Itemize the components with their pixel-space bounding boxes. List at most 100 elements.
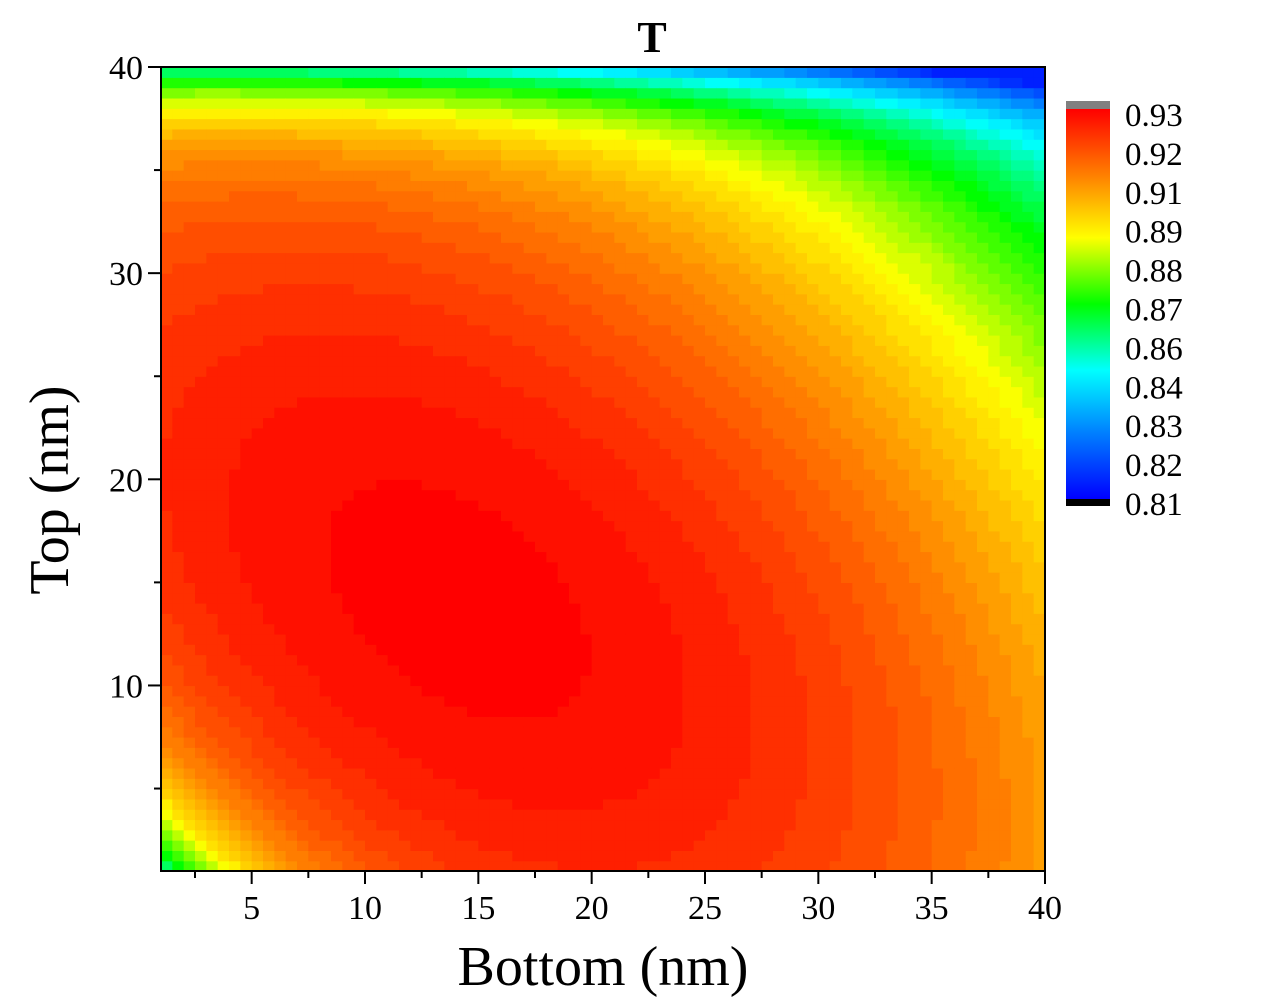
heat-cell — [331, 757, 343, 769]
heat-cell — [342, 335, 355, 346]
heat-cell — [217, 561, 230, 573]
heat-cell — [399, 170, 411, 181]
heat-cell — [172, 365, 185, 377]
heat-cell — [353, 262, 366, 274]
heat-cell — [421, 293, 434, 305]
heat-cell — [353, 139, 366, 151]
heat-cell — [818, 201, 831, 212]
heat-cell — [818, 293, 831, 305]
heat-cell — [342, 97, 355, 109]
heat-cell — [376, 458, 389, 470]
heat-cell — [829, 242, 842, 254]
heat-cell — [297, 190, 309, 202]
heat-cell — [682, 706, 695, 717]
heat-cell — [195, 149, 207, 161]
heat-cell — [444, 190, 457, 202]
heat-cell — [546, 706, 559, 717]
heat-cell — [523, 345, 536, 357]
heat-cell — [875, 850, 887, 862]
heat-cell — [263, 633, 275, 645]
heat-cell — [829, 283, 842, 295]
heat-cell — [421, 633, 434, 645]
heat-cell — [161, 685, 173, 697]
heat-cell — [251, 850, 264, 862]
heat-cell — [501, 77, 513, 89]
heat-cell — [365, 798, 377, 810]
heat-cell — [863, 201, 876, 212]
heat-cell — [693, 788, 706, 800]
heat-cell — [421, 438, 434, 449]
heat-cell — [659, 345, 672, 357]
heat-cell — [297, 324, 309, 336]
heat-cell — [331, 365, 343, 377]
heat-cell — [841, 469, 853, 480]
heat-cell — [523, 695, 536, 707]
heat-cell — [331, 479, 343, 491]
heat-cell — [308, 427, 321, 439]
heat-cell — [693, 850, 706, 862]
heat-cell — [478, 242, 491, 254]
heat-cell — [444, 231, 457, 243]
heat-cell — [795, 201, 808, 212]
heat-cell — [410, 603, 423, 614]
heat-cell — [784, 582, 797, 594]
heat-cell — [308, 840, 321, 851]
heat-cell — [818, 118, 831, 130]
heat-cell — [863, 551, 876, 563]
heat-cell — [489, 726, 502, 738]
heat-cell — [365, 489, 377, 501]
heat-cell — [569, 572, 581, 583]
heat-cell — [263, 747, 275, 759]
heat-cell — [240, 396, 253, 408]
heat-cell — [161, 850, 173, 862]
heat-cell — [433, 644, 445, 656]
heat-cell — [727, 520, 740, 532]
heat-cell — [580, 139, 593, 151]
heat-cell — [183, 737, 196, 748]
heat-cell — [455, 664, 468, 676]
heat-cell — [614, 304, 627, 315]
heat-cell — [285, 561, 298, 573]
heat-cell — [251, 458, 264, 470]
heat-cell — [240, 510, 253, 522]
heat-cell — [240, 809, 253, 821]
heat-cell — [784, 840, 797, 851]
heat-cell — [455, 685, 468, 697]
heat-cell — [750, 644, 763, 656]
heat-cell — [489, 376, 502, 388]
heat-cell — [863, 139, 876, 151]
heat-cell — [682, 664, 695, 676]
heat-cell — [750, 706, 763, 717]
heat-cell — [648, 829, 661, 841]
heat-cell — [693, 128, 706, 140]
heat-cell — [614, 67, 627, 78]
heat-cell — [863, 664, 876, 676]
heat-cell — [501, 499, 513, 511]
heat-cell — [433, 530, 445, 542]
heat-cell — [183, 118, 196, 130]
heat-cell — [659, 221, 672, 233]
heat-cell — [172, 767, 185, 779]
heat-cell — [489, 108, 502, 120]
heat-cell — [263, 355, 275, 367]
heat-cell — [841, 675, 853, 687]
heat-cell — [773, 149, 785, 161]
heat-cell — [716, 654, 729, 666]
heat-cell — [285, 499, 298, 511]
heat-cell — [421, 520, 434, 532]
heat-cell — [761, 685, 774, 697]
heat-cell — [376, 314, 389, 326]
heat-cell — [501, 675, 513, 687]
heat-cell — [376, 499, 389, 511]
heat-cell — [546, 242, 559, 254]
heat-cell — [478, 108, 491, 120]
heat-cell — [841, 520, 853, 532]
heat-cell — [591, 293, 604, 305]
heat-cell — [875, 386, 887, 398]
heat-cell — [863, 489, 876, 501]
heat-cell — [183, 149, 196, 161]
heat-cell — [727, 716, 740, 728]
heat-cell — [807, 376, 819, 388]
heat-cell — [161, 551, 173, 563]
heat-cell — [750, 108, 763, 120]
